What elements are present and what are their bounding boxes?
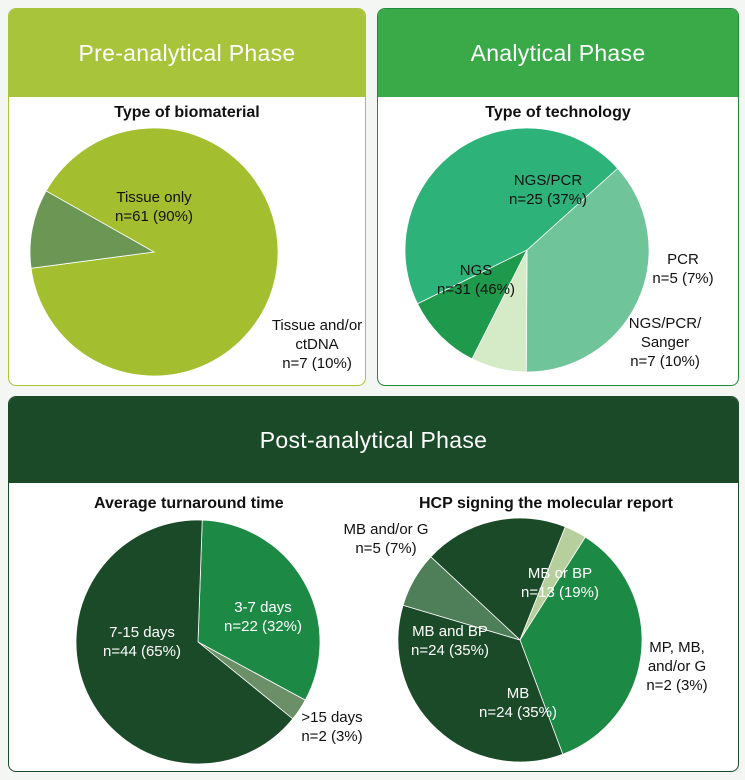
hcp-slice-mb-or-bp (430, 517, 566, 641)
hcp-slice-mb-and-or-g (402, 556, 521, 641)
turnaround-label-3-7-days: 3-7 days n=22 (32%) (224, 599, 302, 635)
hcp-slice-mb-and-bp (397, 604, 564, 763)
hcp-chart-title: HCP signing the molecular report (419, 495, 673, 512)
pre-analytical-header: Pre-analytical Phase (9, 9, 365, 97)
technology-slice-ngs (404, 127, 619, 305)
technology-slice-ngs-pcr (525, 167, 650, 373)
biomaterial-label-tissue-and-or-ctdna: Tissue and/or ctDNA n=7 (10%) (272, 317, 362, 372)
analytical-header: Analytical Phase (378, 9, 738, 97)
technology-chart-title: Type of technology (485, 104, 631, 121)
technology-label-ngs: NGS n=31 (46%) (437, 262, 515, 298)
turnaround-slice-3-7-days (197, 519, 321, 701)
technology-label-ngs-pcr: NGS/PCR n=25 (37%) (509, 172, 587, 208)
turnaround-label-7-15-days: 7-15 days n=44 (65%) (103, 624, 181, 660)
biomaterial-slice-tissue-and-or-ctdna (29, 190, 156, 269)
turnaround-slice-7-15-days (75, 519, 294, 765)
turnaround-chart-title: Average turnaround time (94, 495, 284, 512)
hcp-label-mb-or-bp: MB or BP n=13 (19%) (521, 565, 599, 601)
technology-slice-ngs-pcr-sanger (416, 249, 528, 360)
hcp-slice-mb (519, 536, 643, 755)
biomaterial-chart-title: Type of biomaterial (114, 104, 260, 121)
turnaround-label-15-days: >15 days n=2 (3%) (301, 709, 362, 745)
hcp-label-mb: MB n=24 (35%) (479, 685, 557, 721)
hcp-label-mb-and-bp: MB and BP n=24 (35%) (411, 623, 489, 659)
technology-label-ngs-pcr-sanger: NGS/PCR/Sanger n=7 (10%) (629, 315, 702, 370)
technology-label-pcr: PCR n=5 (7%) (652, 251, 713, 287)
post-analytical-header: Post-analytical Phase (9, 397, 738, 483)
biomaterial-label-tissue-only: Tissue only n=61 (90%) (115, 189, 193, 225)
